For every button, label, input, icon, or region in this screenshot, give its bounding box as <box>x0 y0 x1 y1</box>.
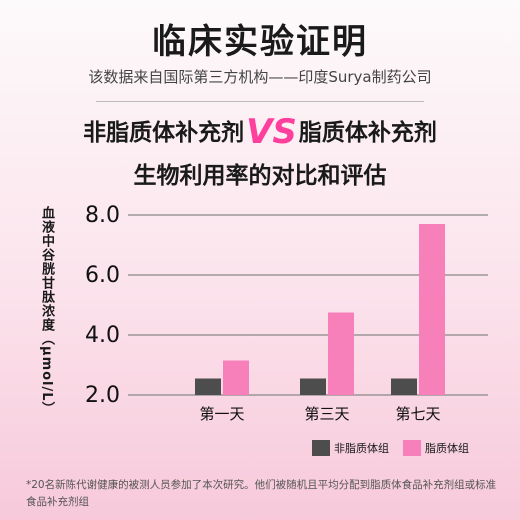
comparison-right: 脂质体补充剂 <box>298 120 437 146</box>
y-axis-label: 血液中谷胱甘肽浓度（μmol/L） <box>39 206 54 416</box>
legend-swatch-non-liposomal <box>312 440 330 456</box>
y-tick-label: 4.0 <box>85 323 120 348</box>
y-tick-label: 6.0 <box>85 263 120 288</box>
bar-non-liposomal <box>195 378 221 395</box>
y-tick-label: 2.0 <box>85 383 120 408</box>
x-tick-label: 第三天 <box>304 405 349 423</box>
x-tick-label: 第七天 <box>395 405 440 423</box>
comparison-subheading: 生物利用率的对比和评估 <box>133 163 387 189</box>
source-subtitle: 该数据来自国际第三方机构——印度Surya制药公司 <box>88 68 432 86</box>
legend-item-non-liposomal: 非脂质体组 <box>312 440 389 456</box>
vs-mark: VS <box>246 112 297 152</box>
comparison-heading: 非脂质体补充剂VS脂质体补充剂 <box>0 112 520 152</box>
y-tick-label: 8.0 <box>85 203 120 228</box>
legend-swatch-liposomal <box>403 440 421 456</box>
bar-liposomal <box>223 360 249 395</box>
bar-liposomal <box>328 312 354 395</box>
comparison-left: 非脂质体补充剂 <box>83 120 245 146</box>
bar-non-liposomal <box>300 378 326 395</box>
legend-label-non-liposomal: 非脂质体组 <box>334 442 389 455</box>
page-title: 临床实验证明 <box>152 22 368 62</box>
study-footnote: *20名新陈代谢健康的被测人员参加了本次研究。他们被随机且平均分配到脂质体食品补… <box>26 479 497 508</box>
legend-label-liposomal: 脂质体组 <box>425 442 469 455</box>
bar-liposomal <box>419 224 445 395</box>
bar-non-liposomal <box>391 378 417 395</box>
divider <box>96 101 424 102</box>
legend-item-liposomal: 脂质体组 <box>403 440 469 456</box>
x-tick-label: 第一天 <box>199 405 244 423</box>
chart-legend: 非脂质体组 脂质体组 <box>312 440 469 456</box>
